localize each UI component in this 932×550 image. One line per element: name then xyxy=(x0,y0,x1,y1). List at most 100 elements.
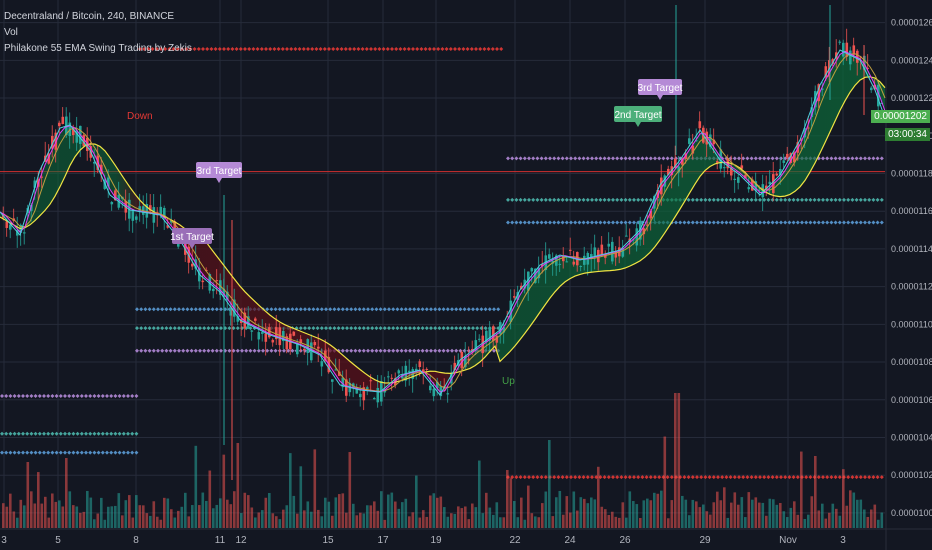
volume-bar xyxy=(625,517,628,528)
level-target xyxy=(720,220,725,225)
level-target xyxy=(219,348,223,353)
level-red-top xyxy=(243,47,247,52)
candle-body xyxy=(110,201,114,205)
time-axis[interactable]: 3 5 8 11 12 15 17 19 22 24 26 29 Nov 3 xyxy=(1,535,846,546)
level-target xyxy=(863,156,867,161)
candle-body xyxy=(607,243,611,247)
level-target xyxy=(437,307,442,312)
level-target xyxy=(619,197,624,202)
level-target xyxy=(134,450,139,455)
level-target xyxy=(71,431,76,436)
candle-body xyxy=(282,330,285,342)
level-target xyxy=(640,156,645,161)
level-target xyxy=(594,156,599,161)
level-target xyxy=(147,307,152,312)
volume-bar xyxy=(513,500,516,528)
volume-bar xyxy=(471,503,474,528)
volume-bar xyxy=(68,491,72,528)
level-target xyxy=(812,197,817,202)
candle-body xyxy=(138,206,142,212)
level-target xyxy=(854,197,859,202)
level-target xyxy=(514,156,519,161)
level-target xyxy=(214,307,219,312)
level-target xyxy=(416,307,421,312)
volume-bar xyxy=(254,517,257,528)
level-target xyxy=(585,197,590,202)
level-target xyxy=(370,307,375,312)
level-target xyxy=(770,156,775,161)
level-target xyxy=(84,450,88,455)
level-red-bottom xyxy=(531,475,536,480)
volume-bar xyxy=(786,517,789,528)
level-target xyxy=(829,220,834,225)
level-target xyxy=(808,197,813,202)
level-target xyxy=(454,326,459,331)
volume-bar xyxy=(429,495,432,528)
level-target xyxy=(871,197,876,202)
level-target xyxy=(636,197,641,202)
level-target xyxy=(345,326,349,331)
level-red-top xyxy=(415,47,420,52)
level-target xyxy=(429,326,433,331)
volume-bar xyxy=(481,513,485,528)
level-target xyxy=(429,307,433,312)
level-target xyxy=(113,431,118,436)
level-target xyxy=(787,220,792,225)
volume-bar xyxy=(124,500,128,528)
level-target xyxy=(143,307,148,312)
level-target xyxy=(75,394,80,398)
level-target xyxy=(779,197,783,202)
volume-bar xyxy=(740,497,744,528)
level-target xyxy=(134,394,139,398)
volume-bar xyxy=(51,493,54,528)
candle-body xyxy=(530,268,534,272)
volume-bar xyxy=(453,513,457,528)
level-red-top xyxy=(230,47,235,52)
candle-body xyxy=(502,327,506,333)
price-axis[interactable]: 0.000012600.000012400.000012200.00001200… xyxy=(891,18,932,518)
level-target xyxy=(749,220,754,225)
volume-bar xyxy=(646,498,649,528)
level-target xyxy=(585,156,590,161)
indicator-legend[interactable]: Philakone 55 EMA Swing Trading by Zekis xyxy=(4,43,192,54)
time-tick: 3 xyxy=(840,535,846,546)
level-target xyxy=(661,156,666,161)
volume-legend[interactable]: Vol xyxy=(4,27,18,38)
volume-bar xyxy=(744,517,747,528)
level-red-bottom xyxy=(863,475,867,480)
volume-bar xyxy=(44,496,47,528)
level-red-bottom xyxy=(606,475,611,480)
volume-bar xyxy=(359,512,362,528)
level-target xyxy=(594,220,599,225)
level-target xyxy=(156,326,160,331)
volume-bar xyxy=(373,501,376,528)
level-red-top xyxy=(335,47,340,52)
level-target xyxy=(387,348,391,353)
level-target xyxy=(445,326,450,331)
volume-bar xyxy=(355,515,359,528)
level-target xyxy=(193,307,198,312)
candle-body xyxy=(355,387,359,394)
symbol-title[interactable]: Decentraland / Bitcoin, 240, BINANCE xyxy=(4,11,175,22)
level-target xyxy=(487,307,492,312)
level-target xyxy=(437,348,442,353)
level-target xyxy=(75,431,80,436)
level-red-top xyxy=(369,47,373,52)
volume-bar xyxy=(523,519,527,528)
level-target xyxy=(139,326,144,331)
volume-bar xyxy=(152,501,156,528)
level-target xyxy=(707,220,712,225)
level-red-bottom xyxy=(552,475,557,480)
level-target xyxy=(391,307,396,312)
level-target xyxy=(783,220,788,225)
level-red-bottom xyxy=(615,475,620,480)
candle-body xyxy=(852,45,856,55)
candle-body xyxy=(292,331,296,336)
level-target xyxy=(374,307,379,312)
level-target xyxy=(842,220,846,225)
volume-bar xyxy=(310,511,313,528)
level-target xyxy=(100,431,105,436)
level-target xyxy=(837,220,842,225)
